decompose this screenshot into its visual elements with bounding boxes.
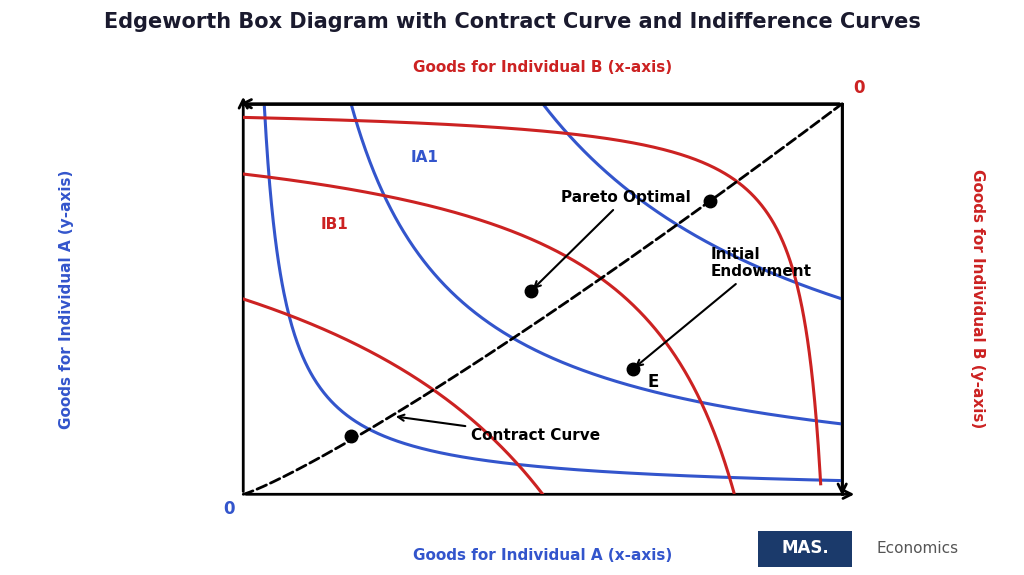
Text: Goods for Individual B (y-axis): Goods for Individual B (y-axis) — [971, 170, 985, 428]
Text: Economics: Economics — [877, 541, 958, 556]
Text: E: E — [647, 373, 658, 391]
Text: IA1: IA1 — [411, 150, 439, 165]
Text: Edgeworth Box Diagram with Contract Curve and Indifference Curves: Edgeworth Box Diagram with Contract Curv… — [103, 12, 921, 32]
Text: Initial
Endowment: Initial Endowment — [637, 247, 811, 366]
Text: MAS.: MAS. — [781, 539, 829, 557]
FancyBboxPatch shape — [758, 531, 852, 567]
Text: IB1: IB1 — [322, 217, 349, 232]
Text: Goods for Individual A (y-axis): Goods for Individual A (y-axis) — [59, 169, 74, 429]
Text: 0: 0 — [853, 79, 864, 97]
Text: Contract Curve: Contract Curve — [398, 415, 600, 443]
Text: Goods for Individual A (x-axis): Goods for Individual A (x-axis) — [413, 549, 673, 564]
Text: Goods for Individual B (x-axis): Goods for Individual B (x-axis) — [413, 60, 673, 75]
Text: Pareto Optimal: Pareto Optimal — [535, 190, 690, 288]
Text: 0: 0 — [223, 500, 234, 518]
